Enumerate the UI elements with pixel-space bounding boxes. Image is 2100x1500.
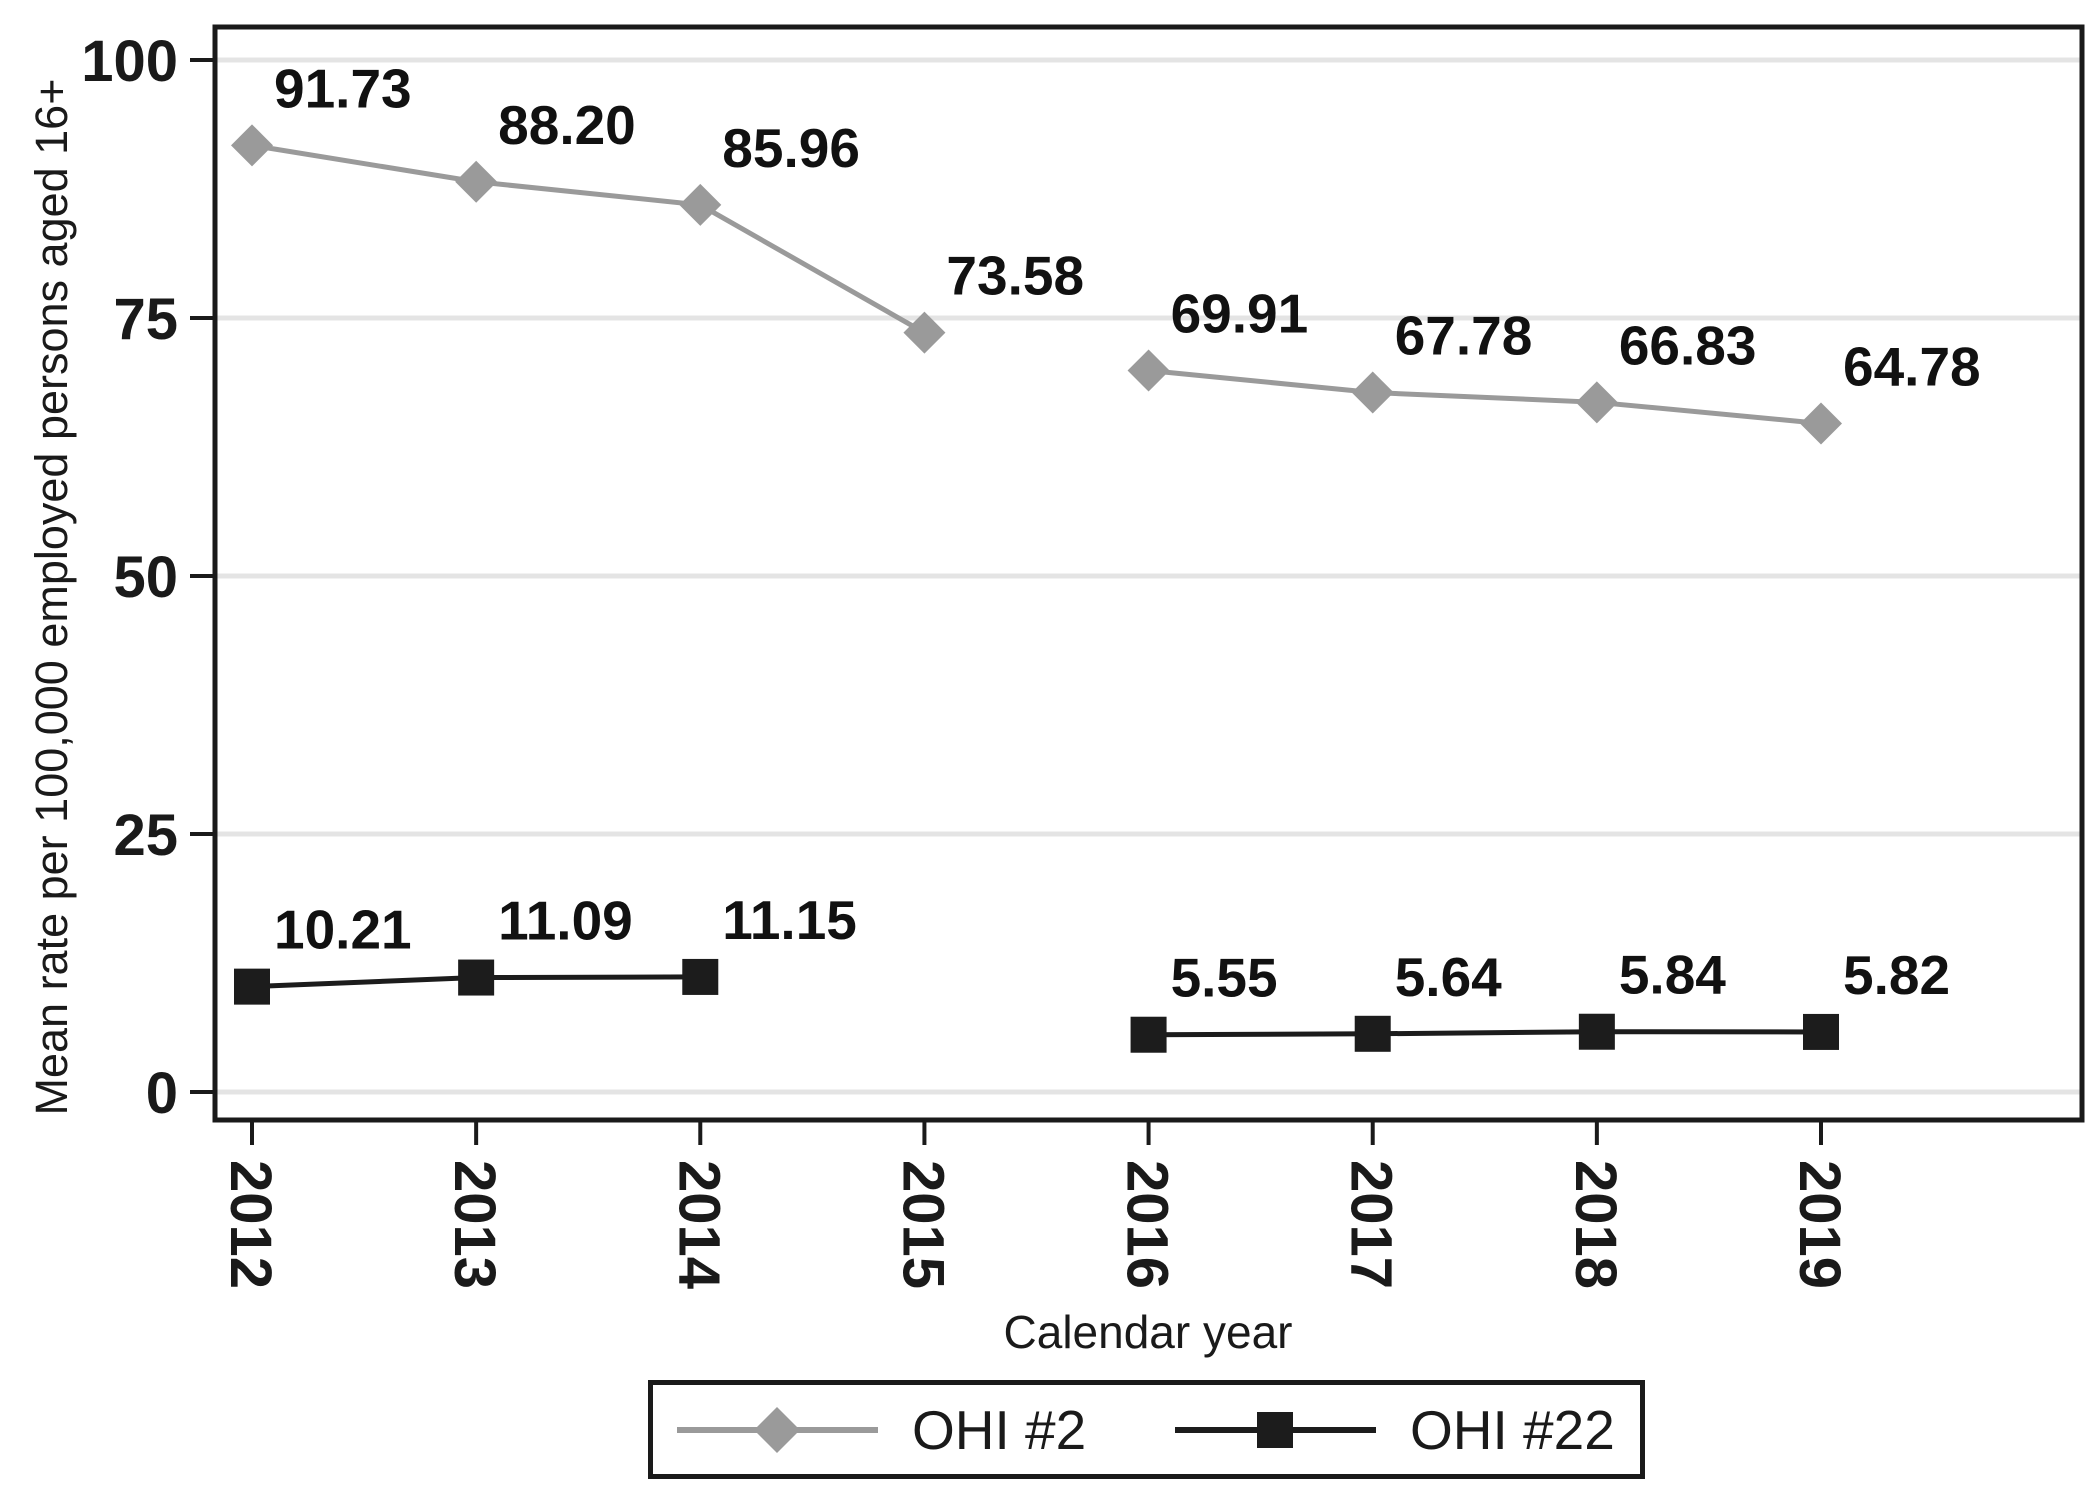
data-label-ohi-2-2017: 67.78 xyxy=(1395,305,1533,367)
data-label-ohi-2-2015: 73.58 xyxy=(946,245,1084,307)
x-tick-label-2012: 2012 xyxy=(218,1160,283,1289)
legend-entry-ohi-22: OHI #22 xyxy=(1173,1398,1615,1462)
marker-ohi-2-2012 xyxy=(231,124,273,167)
data-label-ohi-2-2012: 91.73 xyxy=(274,57,412,119)
x-tick-label-2017: 2017 xyxy=(1339,1160,1404,1289)
series-line-ohi-2-segment-1 xyxy=(251,142,926,335)
data-label-ohi-22-2013: 11.09 xyxy=(498,890,633,952)
y-axis-title: Mean rate per 100,000 employed persons a… xyxy=(26,78,77,1116)
y-tick-label-100: 100 xyxy=(81,29,178,94)
data-label-ohi-2-2019: 64.78 xyxy=(1843,335,1981,397)
marker-ohi-22-2018 xyxy=(1578,1013,1615,1050)
marker-ohi-22-2014 xyxy=(682,958,719,995)
marker-ohi-22-2012 xyxy=(234,968,270,1005)
legend: OHI #2 OHI #22 xyxy=(648,1380,1645,1479)
marker-ohi-2-2013 xyxy=(455,160,498,203)
legend-square-marker-icon xyxy=(1175,1411,1376,1448)
x-tick-label-2013: 2013 xyxy=(442,1160,507,1289)
x-tick-label-2016: 2016 xyxy=(1115,1160,1180,1289)
x-axis-title: Calendar year xyxy=(1003,1306,1293,1358)
data-label-ohi-2-2014: 85.96 xyxy=(722,117,860,179)
data-label-ohi-2-2018: 66.83 xyxy=(1619,314,1757,376)
y-tick-label-50: 50 xyxy=(113,545,178,610)
legend-diamond-marker-icon xyxy=(677,1406,878,1453)
data-label-ohi-2-2016: 69.91 xyxy=(1171,283,1309,345)
legend-label-ohi-22: OHI #22 xyxy=(1410,1398,1615,1461)
x-tick-label-2018: 2018 xyxy=(1563,1160,1628,1289)
marker-ohi-2-2017 xyxy=(1351,371,1394,414)
y-tick-label-25: 25 xyxy=(113,803,178,868)
marker-ohi-2-2019 xyxy=(1800,402,1843,445)
marker-ohi-22-2016 xyxy=(1130,1016,1167,1053)
marker-ohi-22-2013 xyxy=(458,959,495,996)
data-label-ohi-22-2012: 10.21 xyxy=(274,899,412,961)
marker-ohi-2-2014 xyxy=(679,183,722,226)
y-tick-label-0: 0 xyxy=(146,1061,178,1126)
data-label-ohi-22-2018: 5.84 xyxy=(1619,944,1726,1006)
data-label-ohi-22-2016: 5.55 xyxy=(1171,947,1278,1009)
marker-ohi-2-2016 xyxy=(1127,349,1170,392)
marker-ohi-2-2018 xyxy=(1575,381,1618,424)
data-label-ohi-22-2014: 11.15 xyxy=(722,889,857,951)
x-tick-label-2015: 2015 xyxy=(890,1160,955,1289)
legend-label-ohi-2: OHI #2 xyxy=(912,1398,1087,1461)
series-line-ohi-22-segment-2 xyxy=(1148,1029,1822,1038)
marker-ohi-22-2019 xyxy=(1803,1013,1840,1050)
data-label-ohi-2-2013: 88.20 xyxy=(498,94,636,156)
marker-ohi-2-2015 xyxy=(903,311,946,354)
data-label-ohi-22-2019: 5.82 xyxy=(1843,944,1950,1006)
series-line-ohi-2-segment-2 xyxy=(1148,368,1822,426)
legend-entry-ohi-2: OHI #2 xyxy=(675,1398,1086,1462)
data-label-ohi-22-2017: 5.64 xyxy=(1395,946,1502,1008)
marker-ohi-22-2017 xyxy=(1354,1015,1391,1052)
y-tick-label-75: 75 xyxy=(113,287,178,352)
x-tick-label-2014: 2014 xyxy=(666,1160,731,1289)
x-tick-label-2019: 2019 xyxy=(1787,1160,1852,1289)
